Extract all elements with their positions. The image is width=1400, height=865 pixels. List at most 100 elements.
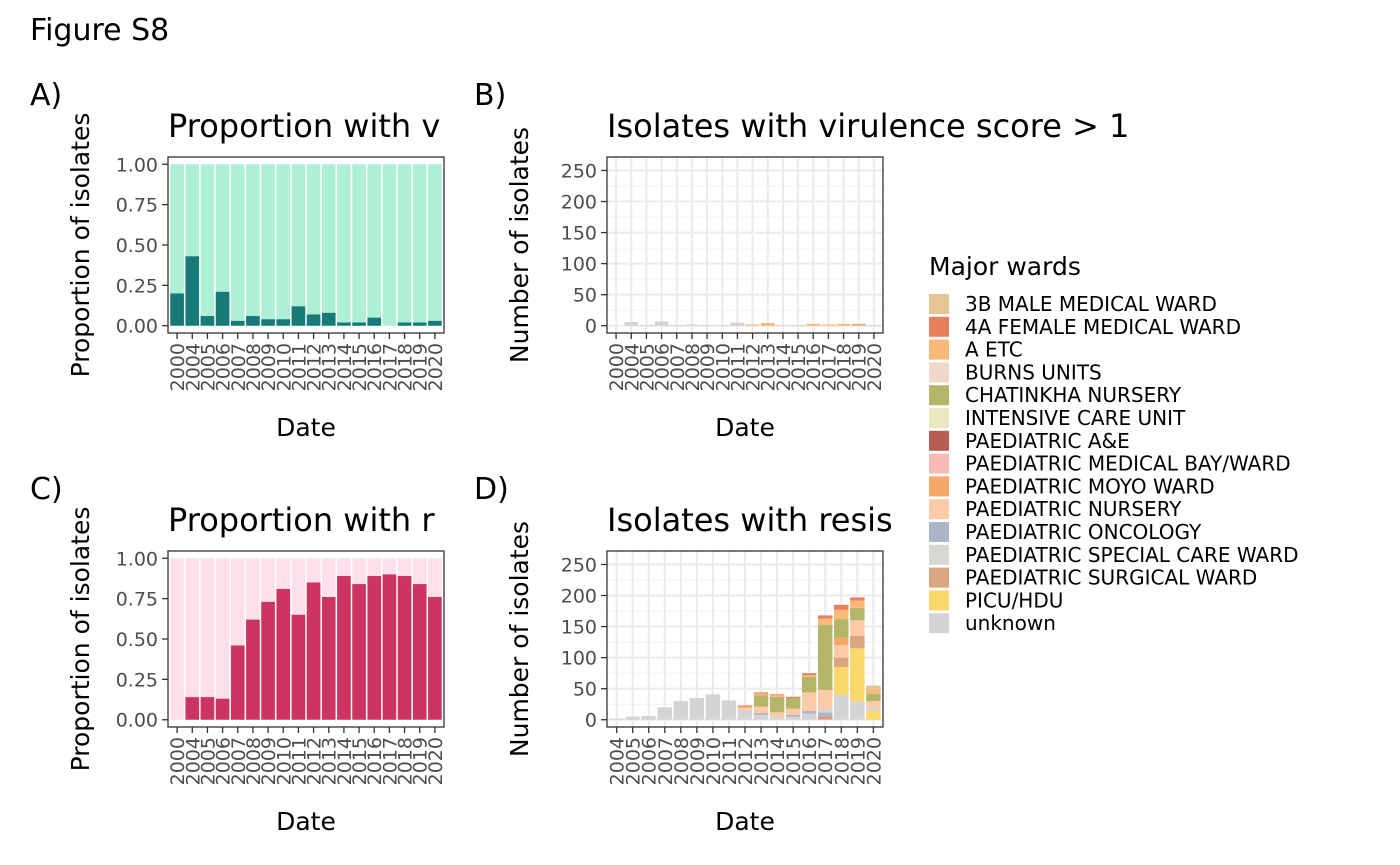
bar-segment: [673, 701, 689, 720]
bar-background: [200, 558, 215, 720]
y-tick-label: 1.00: [116, 154, 158, 176]
x-tick-label: 2013: [758, 343, 780, 391]
bar-segment: [685, 324, 699, 326]
bar-segment: [801, 673, 817, 676]
bar: [321, 597, 336, 720]
legend-swatch: [929, 430, 949, 451]
x-tick-label: 2018: [395, 737, 417, 785]
plot-background: [607, 157, 883, 333]
x-tick-label: 2015: [788, 343, 810, 391]
x-axis-label: Date: [715, 413, 775, 442]
bar: [215, 698, 230, 720]
x-tick-label: 2017: [379, 343, 401, 391]
x-tick-label: 2020: [425, 737, 447, 785]
bar: [306, 314, 321, 326]
legend-label: PAEDIATRIC SPECIAL CARE WARD: [965, 543, 1299, 567]
x-tick-label: 2012: [304, 737, 326, 785]
x-tick-label: 2008: [243, 343, 265, 391]
bar: [276, 319, 291, 326]
bar: [230, 320, 245, 326]
x-tick-label: 2014: [334, 343, 356, 391]
bar-segment: [715, 325, 730, 326]
panel-title: Proportion with r: [168, 501, 435, 539]
x-tick-label: 2004: [607, 737, 629, 785]
x-tick-label: 2019: [410, 737, 432, 785]
x-tick-label: 2011: [288, 343, 310, 391]
x-tick-label: 2008: [682, 343, 704, 391]
x-tick-label: 2014: [773, 343, 795, 391]
bar-segment: [654, 321, 669, 326]
x-tick-label: 2014: [334, 737, 356, 785]
bar-segment: [609, 718, 624, 720]
bar-segment: [753, 706, 769, 713]
panel-3: C) Proportion with r 0.00 0.25 0.50 0.75 1.00 2…: [30, 472, 447, 836]
x-axis-label: Date: [276, 807, 336, 836]
legend-label: PAEDIATRIC MOYO WARD: [965, 474, 1215, 498]
bar-background: [428, 164, 442, 326]
y-tick-label: 0: [585, 316, 597, 338]
bar-segment: [625, 716, 640, 720]
bar: [412, 322, 427, 326]
bar-segment: [866, 701, 881, 708]
legend-label: 4A FEMALE MEDICAL WARD: [965, 315, 1241, 339]
bar-background: [306, 164, 321, 326]
legend-swatch: [929, 453, 949, 474]
panel-1: A) Proportion with v 0.00 0.25 0.50 0.75 1.00 2…: [30, 78, 447, 442]
bar-segment: [866, 693, 881, 702]
x-tick-label: 2013: [319, 737, 341, 785]
x-tick-label: 2009: [258, 343, 280, 391]
bar-segment: [850, 635, 865, 649]
bar-segment: [753, 712, 769, 715]
bar: [412, 584, 427, 720]
panel-label: B): [474, 78, 506, 113]
y-tick-label: 0.75: [116, 195, 158, 217]
legend-label: unknown: [965, 611, 1056, 635]
bar: [428, 320, 442, 326]
legend-label: CHATINKHA NURSERY: [965, 383, 1182, 407]
x-tick-label: 2005: [197, 343, 219, 391]
x-tick-label: 2006: [639, 737, 661, 785]
bar-background: [261, 164, 275, 326]
panel-label: A): [30, 78, 62, 113]
x-tick-label: 2004: [621, 343, 643, 391]
bar-segment: [866, 688, 881, 694]
x-tick-label: 2019: [410, 343, 432, 391]
bar-segment: [785, 708, 801, 715]
bar-segment: [769, 694, 785, 697]
bar-segment: [818, 717, 833, 720]
panel-title: Isolates with resis: [607, 501, 893, 539]
bar-segment: [657, 707, 672, 720]
bar-segment: [850, 648, 865, 702]
bar-segment: [836, 323, 851, 326]
legend-swatch: [929, 590, 949, 611]
bar-segment: [818, 615, 833, 619]
y-tick-label: 250: [561, 554, 597, 576]
x-tick-label: 2013: [751, 737, 773, 785]
legend-swatch: [929, 316, 949, 337]
x-tick-label: 2015: [349, 737, 371, 785]
bar: [337, 322, 351, 326]
bar: [246, 619, 260, 720]
y-tick-label: 0.25: [116, 275, 158, 297]
x-tick-label: 2014: [767, 737, 789, 785]
x-tick-label: 2020: [864, 343, 886, 391]
bar-background: [200, 164, 215, 326]
bar: [230, 645, 245, 720]
bar-segment: [801, 676, 817, 693]
legend-label: PAEDIATRIC NURSERY: [965, 497, 1182, 521]
x-tick-label: 2012: [304, 343, 326, 391]
x-tick-label: 2011: [288, 737, 310, 785]
y-tick-label: 0: [585, 710, 597, 732]
legend-swatch: [929, 476, 949, 497]
bar: [352, 584, 366, 720]
bar-segment: [850, 620, 865, 636]
bar-segment: [834, 609, 849, 620]
bar-segment: [689, 697, 705, 720]
bar: [215, 291, 230, 326]
bar-segment: [624, 322, 639, 326]
bar-segment: [866, 710, 881, 720]
bar: [367, 576, 382, 720]
bar-segment: [801, 713, 817, 720]
y-tick-label: 100: [561, 648, 597, 670]
bar-segment: [785, 716, 801, 720]
